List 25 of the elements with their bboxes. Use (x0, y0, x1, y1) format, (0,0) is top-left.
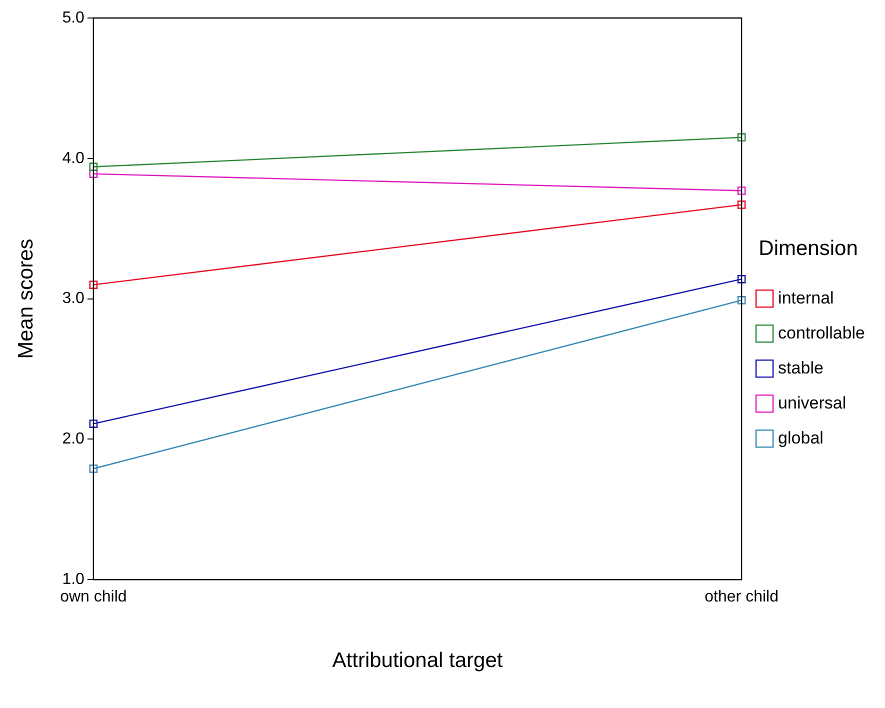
y-axis-title: Mean scores (14, 238, 38, 359)
legend-label: universal (778, 393, 846, 412)
y-tick-label: 3.0 (62, 290, 85, 308)
point (89, 420, 98, 428)
point (737, 296, 746, 304)
point (89, 170, 98, 178)
x-tick-label: other child (704, 588, 778, 606)
point (89, 464, 98, 473)
legend-label: stable (778, 358, 824, 378)
legend-label: controllable (778, 323, 866, 342)
y-tick-label: 5.0 (62, 9, 85, 26)
y-tick-label: 1.0 (62, 571, 85, 588)
point (737, 186, 746, 195)
y-tick-label: 2.0 (62, 430, 85, 448)
point (89, 162, 98, 172)
point (737, 200, 746, 209)
x-axis-title: Attributional target (332, 649, 503, 672)
point (89, 280, 98, 289)
x-tick-label: own child (60, 588, 127, 606)
legend-title: Dimension (758, 237, 858, 260)
y-tick-label: 4.0 (62, 150, 85, 167)
legend-label: internal (778, 288, 834, 308)
point (737, 133, 746, 142)
point (737, 274, 746, 284)
legend-label: global (778, 428, 824, 448)
